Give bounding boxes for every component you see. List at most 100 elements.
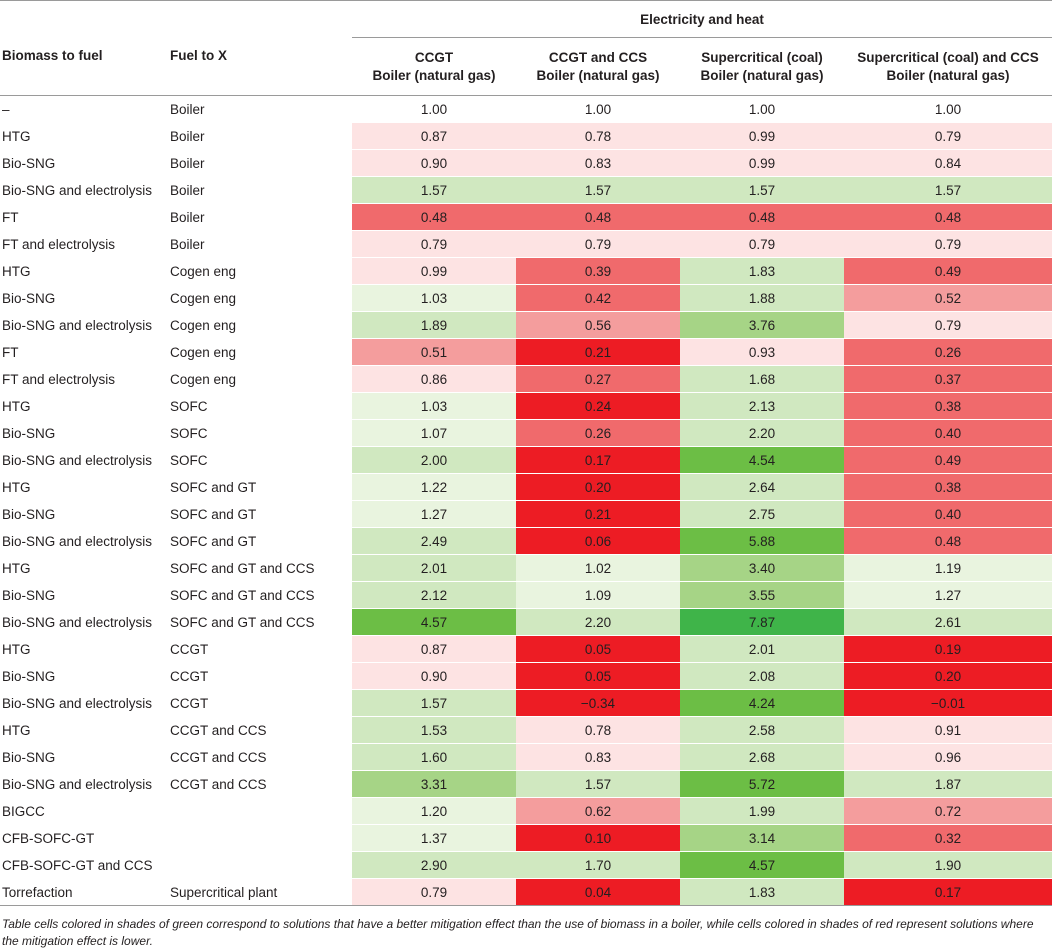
cell-biomass-to-fuel: HTG [0, 122, 168, 150]
cell-biomass-to-fuel: Bio-SNG [0, 500, 168, 528]
cell-value: 1.99 [680, 797, 844, 825]
col-header-line: Boiler (natural gas) [700, 67, 824, 83]
cell-value: 0.40 [844, 500, 1052, 528]
cell-fuel-to-x: Cogen eng [168, 365, 352, 393]
cell-fuel-to-x [168, 797, 352, 825]
cell-value: 0.49 [844, 446, 1052, 474]
cell-biomass-to-fuel: FT and electrolysis [0, 365, 168, 393]
cell-value: 0.48 [516, 203, 680, 231]
cell-value: 2.68 [680, 743, 844, 771]
cell-fuel-to-x: SOFC and GT and CCS [168, 581, 352, 609]
cell-biomass-to-fuel: Bio-SNG and electrolysis [0, 527, 168, 555]
cell-value: 0.62 [516, 797, 680, 825]
col-header-supercritical: Supercritical (coal) Boiler (natural gas… [680, 37, 844, 96]
cell-value: 0.83 [516, 743, 680, 771]
cell-value: 0.05 [516, 635, 680, 663]
cell-value: 0.06 [516, 527, 680, 555]
cell-value: 0.39 [516, 257, 680, 285]
header-blank [0, 0, 168, 38]
cell-fuel-to-x: SOFC and GT [168, 527, 352, 555]
cell-value: 2.49 [352, 527, 516, 555]
cell-fuel-to-x: SOFC [168, 446, 352, 474]
cell-value: 1.88 [680, 284, 844, 312]
cell-value: 1.07 [352, 419, 516, 447]
cell-value: 4.24 [680, 689, 844, 717]
col-header-ccgt-ccs: CCGT and CCS Boiler (natural gas) [516, 37, 680, 96]
cell-value: 0.52 [844, 284, 1052, 312]
cell-value: 1.02 [516, 554, 680, 582]
cell-value: 5.72 [680, 770, 844, 798]
cell-value: 0.37 [844, 365, 1052, 393]
cell-value: 3.55 [680, 581, 844, 609]
cell-fuel-to-x: SOFC and GT and CCS [168, 554, 352, 582]
cell-value: 0.99 [352, 257, 516, 285]
cell-biomass-to-fuel: Torrefaction [0, 878, 168, 906]
cell-fuel-to-x: Boiler [168, 95, 352, 123]
cell-fuel-to-x: SOFC [168, 392, 352, 420]
cell-value: 0.90 [352, 149, 516, 177]
table-row: Bio-SNG Boiler 0.90 0.83 0.99 0.84 [0, 149, 1052, 177]
cell-value: −0.34 [516, 689, 680, 717]
cell-value: 0.79 [680, 230, 844, 258]
cell-value: 0.48 [680, 203, 844, 231]
table-row: Bio-SNG and electrolysis CCGT and CCS 3.31… [0, 770, 1052, 798]
cell-biomass-to-fuel: CFB-SOFC-GT [0, 824, 168, 852]
cell-value: 0.56 [516, 311, 680, 339]
cell-value: 3.14 [680, 824, 844, 852]
cell-fuel-to-x: Cogen eng [168, 257, 352, 285]
col-header-line: Boiler (natural gas) [536, 67, 660, 83]
cell-value: 0.20 [516, 473, 680, 501]
cell-value: 4.57 [352, 608, 516, 636]
header-blank [168, 0, 352, 38]
cell-biomass-to-fuel: Bio-SNG and electrolysis [0, 446, 168, 474]
cell-fuel-to-x: Cogen eng [168, 338, 352, 366]
cell-value: 0.90 [352, 662, 516, 690]
cell-fuel-to-x: CCGT and CCS [168, 743, 352, 771]
cell-value: 0.26 [844, 338, 1052, 366]
cell-value: 1.57 [680, 176, 844, 204]
cell-value: 0.78 [516, 716, 680, 744]
cell-value: 1.83 [680, 257, 844, 285]
cell-value: 1.90 [844, 851, 1052, 879]
cell-value: 0.17 [844, 878, 1052, 906]
col-header-line: Supercritical (coal) [701, 49, 823, 65]
cell-biomass-to-fuel: HTG [0, 257, 168, 285]
table-row: Bio-SNG SOFC 1.07 0.26 2.20 0.40 [0, 419, 1052, 447]
cell-value: 0.79 [844, 230, 1052, 258]
col-header-line: Boiler (natural gas) [886, 67, 1010, 83]
cell-biomass-to-fuel: HTG [0, 392, 168, 420]
table-row: HTG SOFC and GT 1.22 0.20 2.64 0.38 [0, 473, 1052, 501]
table-row: Bio-SNG and electrolysis SOFC and GT 2.49 0… [0, 527, 1052, 555]
cell-value: 1.00 [844, 95, 1052, 123]
cell-value: 0.83 [516, 149, 680, 177]
cell-value: 0.48 [844, 527, 1052, 555]
cell-value: 2.13 [680, 392, 844, 420]
cell-fuel-to-x: SOFC [168, 419, 352, 447]
table-row: FT Cogen eng 0.51 0.21 0.93 0.26 [0, 338, 1052, 366]
cell-value: 1.57 [516, 770, 680, 798]
col-header-line: CCGT [414, 49, 454, 65]
cell-value: 1.09 [516, 581, 680, 609]
col-header-fuel-to-x: Fuel to X [168, 37, 352, 96]
cell-biomass-to-fuel: Bio-SNG and electrolysis [0, 176, 168, 204]
cell-value: −0.01 [844, 689, 1052, 717]
cell-value: 2.61 [844, 608, 1052, 636]
cell-value: 1.27 [844, 581, 1052, 609]
cell-value: 1.00 [352, 95, 516, 123]
table-row: Torrefaction Supercritical plant 0.79 0.04 1… [0, 878, 1052, 906]
table-row: HTG Boiler 0.87 0.78 0.99 0.79 [0, 122, 1052, 150]
table-row: Bio-SNG and electrolysis SOFC 2.00 0.17 4.54… [0, 446, 1052, 474]
group-header-row: Electricity and heat [0, 0, 1052, 38]
cell-value: 0.93 [680, 338, 844, 366]
cell-value: 2.58 [680, 716, 844, 744]
cell-value: 0.48 [844, 203, 1052, 231]
column-header-row: Biomass to fuel Fuel to X CCGT Boiler (n… [0, 37, 1052, 96]
cell-value: 0.27 [516, 365, 680, 393]
cell-value: 1.57 [352, 176, 516, 204]
cell-biomass-to-fuel: Bio-SNG and electrolysis [0, 689, 168, 717]
cell-biomass-to-fuel: Bio-SNG and electrolysis [0, 311, 168, 339]
cell-value: 0.99 [680, 122, 844, 150]
col-header-supercritical-ccs: Supercritical (coal) and CCS Boiler (nat… [844, 37, 1052, 96]
cell-value: 3.76 [680, 311, 844, 339]
table-row: FT and electrolysis Boiler 0.79 0.79 0.79 0.7… [0, 230, 1052, 258]
